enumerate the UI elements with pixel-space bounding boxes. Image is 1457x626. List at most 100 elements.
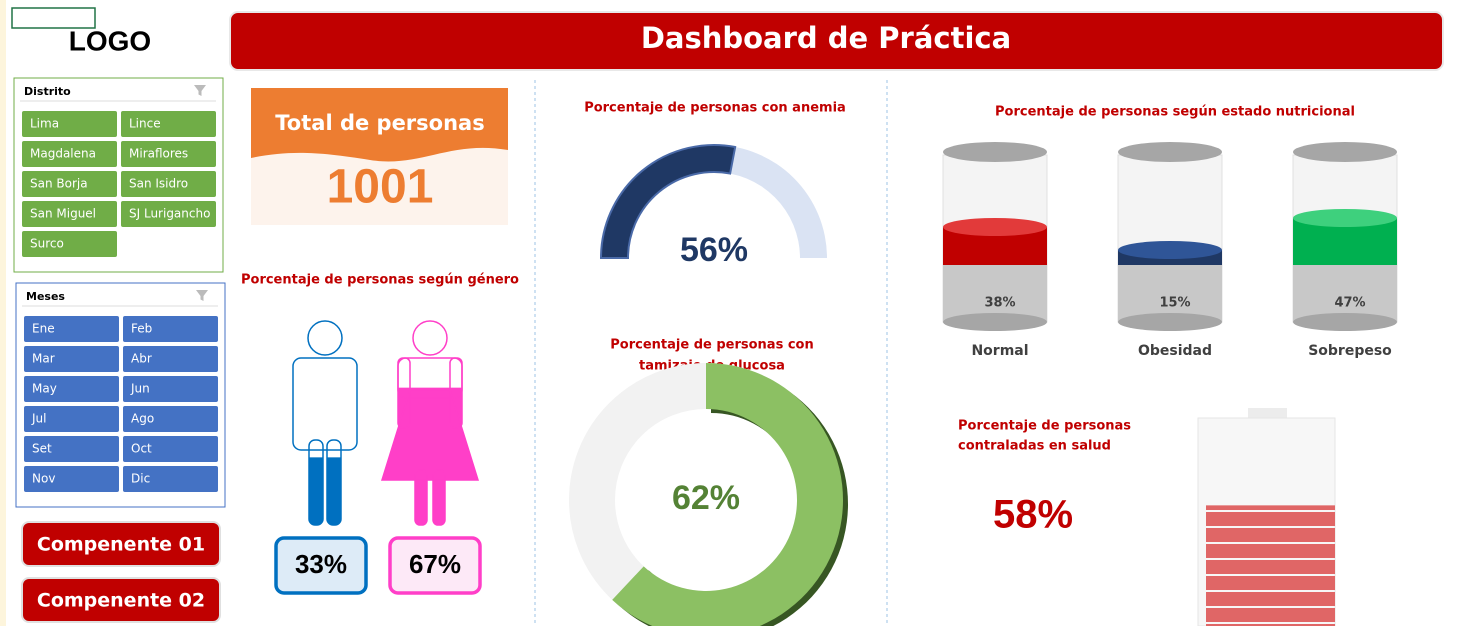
section-title: Porcentaje de personas con anemia <box>584 101 846 116</box>
slicer-item[interactable] <box>22 201 117 227</box>
filter-icon <box>194 85 206 96</box>
slicer-item-label[interactable]: Lince <box>129 117 161 131</box>
figure-outline <box>308 439 324 526</box>
sheet-edge <box>0 0 6 626</box>
cylinder-label: 38% <box>984 296 1015 311</box>
cylinder-top <box>1293 142 1397 162</box>
donut-label: 62% <box>672 479 740 517</box>
slicer-item[interactable] <box>121 111 216 137</box>
value-box <box>274 536 368 595</box>
slicer-item-label[interactable]: Nov <box>32 472 55 486</box>
slicer-item[interactable] <box>121 171 216 197</box>
slicer-item-label[interactable]: Mar <box>32 352 55 366</box>
cylinder-bottom <box>1293 313 1397 331</box>
figure-outline <box>397 357 411 429</box>
slicer-item[interactable] <box>22 141 117 167</box>
figure-outline <box>412 320 448 356</box>
cylinder-top <box>943 142 1047 162</box>
slicer-item[interactable] <box>24 406 119 432</box>
gauge-label: 56% <box>680 231 748 269</box>
slicer-item[interactable] <box>22 111 117 137</box>
cylinder-label: 47% <box>1334 296 1365 311</box>
slicer-item-label[interactable]: SJ Lurigancho <box>129 207 210 221</box>
slicer-item-label[interactable]: Jun <box>130 382 150 396</box>
slicer-item[interactable] <box>123 436 218 462</box>
cylinder-bottom <box>1118 313 1222 331</box>
figure-outline <box>326 439 342 526</box>
cylinder-top <box>1118 142 1222 162</box>
section-title: Porcentaje de personas según estado nutr… <box>995 105 1355 120</box>
cylinder-base <box>943 265 1047 322</box>
battery-fill <box>1206 505 1335 626</box>
slicer-item-label[interactable]: Surco <box>30 237 64 251</box>
button-label[interactable]: Compenente 01 <box>37 534 205 556</box>
slicer-title: Distrito <box>24 85 71 98</box>
slicer-item[interactable] <box>123 346 218 372</box>
logo: LOGO <box>69 25 151 56</box>
liquid-top <box>1118 241 1222 259</box>
title: Dashboard de Práctica <box>641 21 1011 55</box>
title-bar <box>229 11 1444 71</box>
slicer-item[interactable] <box>24 346 119 372</box>
slicer-item-label[interactable]: San Miguel <box>30 207 96 221</box>
figure-outline <box>292 357 358 451</box>
slicer-item[interactable] <box>24 316 119 342</box>
figure-outline <box>414 469 428 526</box>
big-value: 58% <box>993 493 1073 537</box>
category-label: Obesidad <box>1138 343 1212 359</box>
cylinder-bottom <box>943 313 1047 331</box>
cell-selection <box>11 7 96 29</box>
slicer-item-label[interactable]: Set <box>32 442 52 456</box>
slicer-item[interactable] <box>24 376 119 402</box>
donut-value <box>612 363 843 626</box>
slicer-item-label[interactable]: San Borja <box>30 177 88 191</box>
slicer-item[interactable] <box>121 201 216 227</box>
value-label: 67% <box>409 549 461 579</box>
liquid-top <box>943 218 1047 236</box>
slicer-item-label[interactable]: Abr <box>131 352 152 366</box>
slicer-item-label[interactable]: Feb <box>131 322 152 336</box>
button[interactable] <box>21 577 221 623</box>
button-label[interactable]: Compenente 02 <box>37 590 205 612</box>
section-title: contraladas en salud <box>958 439 1111 454</box>
slicer-item[interactable] <box>123 406 218 432</box>
slicer-item[interactable] <box>123 376 218 402</box>
slicer-item-label[interactable]: Jul <box>31 412 46 426</box>
cylinder-label: 15% <box>1159 296 1190 311</box>
total-header <box>251 88 508 162</box>
figure-outline <box>307 320 343 356</box>
slicer-item-label[interactable]: Oct <box>131 442 152 456</box>
button[interactable] <box>21 521 221 567</box>
slicer-item[interactable] <box>121 141 216 167</box>
battery-cap <box>1248 408 1287 418</box>
value-label: 33% <box>295 549 347 579</box>
slicer-item-label[interactable]: Ago <box>131 412 154 426</box>
figure-outline <box>432 469 446 526</box>
slicer-item-label[interactable]: Dic <box>131 472 150 486</box>
cylinder-base <box>1118 265 1222 322</box>
section-title: Porcentaje de personas según género <box>241 273 519 288</box>
slicer-item-label[interactable]: Lima <box>30 117 59 131</box>
section-title: Porcentaje de personas con <box>610 338 813 353</box>
slicer-title: Meses <box>26 290 65 303</box>
slicer-item[interactable] <box>123 316 218 342</box>
slicer-item-label[interactable]: Ene <box>32 322 55 336</box>
slicer-item-label[interactable]: May <box>32 382 57 396</box>
value-box <box>388 536 482 595</box>
slicer-item[interactable] <box>24 466 119 492</box>
slicer-item[interactable] <box>22 231 117 257</box>
slicer-item-label[interactable]: San Isidro <box>129 177 188 191</box>
slicer-item[interactable] <box>123 466 218 492</box>
gauge-value <box>599 144 737 259</box>
slicer-item[interactable] <box>24 436 119 462</box>
slicer-item-label[interactable]: Miraflores <box>129 147 188 161</box>
cylinder-base <box>1293 265 1397 322</box>
slicer-item-label[interactable]: Magdalena <box>30 147 96 161</box>
liquid-top <box>1293 209 1397 227</box>
category-label: Normal <box>971 343 1028 359</box>
section-title: Porcentaje de personas <box>958 419 1131 434</box>
category-label: Sobrepeso <box>1308 343 1392 359</box>
figure-outline <box>449 357 463 429</box>
slicer-item[interactable] <box>22 171 117 197</box>
